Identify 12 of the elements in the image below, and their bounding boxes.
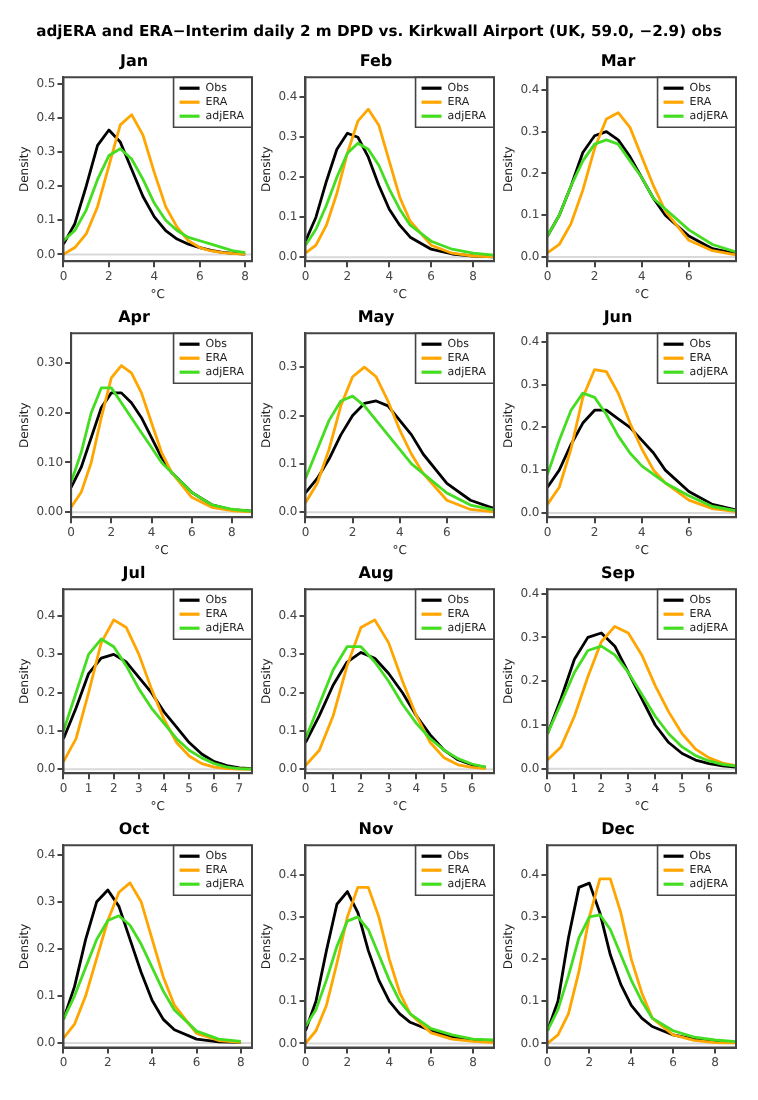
chart-title: Oct (118, 819, 150, 838)
chart-title: Mar (600, 51, 636, 70)
chart-title: May (357, 307, 396, 326)
chart-title: Jun (601, 307, 633, 326)
chart-title: Feb (359, 51, 393, 70)
chart-title: Dec (601, 819, 636, 838)
chart-title: Apr (118, 307, 150, 326)
chart-title: Aug (358, 563, 395, 582)
chart-title: Jul (120, 563, 146, 582)
chart-title: Nov (358, 819, 395, 838)
chart-title: Sep (601, 563, 636, 582)
chart-title: Jan (117, 51, 149, 70)
